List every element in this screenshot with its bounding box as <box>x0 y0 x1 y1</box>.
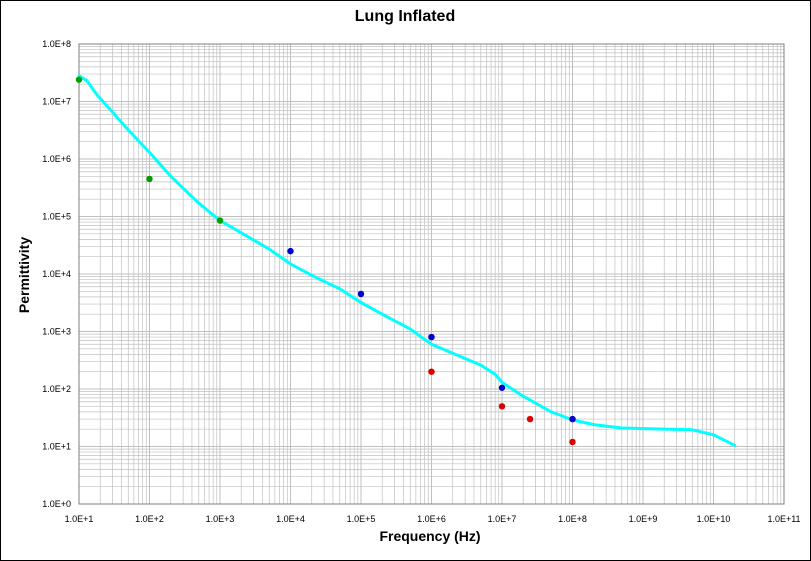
y-tick-label: 1.0E+0 <box>42 499 71 509</box>
series-line <box>77 74 737 447</box>
data-point <box>498 384 506 391</box>
y-tick-label: 1.0E+7 <box>42 97 71 107</box>
y-tick-label: 1.0E+5 <box>42 212 71 222</box>
data-point <box>569 415 576 423</box>
x-tick-label: 1.0E+11 <box>767 514 800 524</box>
x-tick-label: 1.0E+9 <box>629 514 658 524</box>
x-tick-label: 1.0E+10 <box>697 514 731 524</box>
x-tick-label: 1.0E+4 <box>276 514 305 524</box>
data-point <box>569 438 576 446</box>
x-tick-label: 1.0E+1 <box>65 514 94 524</box>
x-tick-label: 1.0E+3 <box>206 514 235 524</box>
y-axis-label: Permittivity <box>16 237 32 313</box>
data-point <box>428 333 435 341</box>
y-tick-label: 1.0E+4 <box>42 269 71 279</box>
data-point <box>216 217 224 224</box>
y-tick-label: 1.0E+3 <box>42 327 71 337</box>
grid <box>78 44 784 505</box>
data-point <box>498 403 506 410</box>
data-point <box>428 368 435 375</box>
y-tick-label: 1.0E+1 <box>42 442 71 452</box>
data-point <box>526 415 534 423</box>
x-tick-label: 1.0E+7 <box>488 514 517 524</box>
x-tick-label: 1.0E+6 <box>417 514 446 524</box>
chart-title: Lung Inflated <box>355 8 455 25</box>
y-tick-label: 1.0E+8 <box>42 39 71 49</box>
plot-area <box>78 43 785 505</box>
y-tick-label: 1.0E+6 <box>42 154 71 164</box>
x-tick-label: 1.0E+5 <box>347 514 376 524</box>
y-tick-label: 1.0E+2 <box>42 384 71 394</box>
data-point <box>357 290 365 298</box>
tick-labels: 1.0E+1 1.0E+2 1.0E+3 1.0E+4 1.0E+5 1.0E+6 1.0E… <box>42 39 800 524</box>
x-tick-label: 1.0E+2 <box>135 514 164 524</box>
series <box>75 74 737 447</box>
x-tick-label: 1.0E+8 <box>558 514 587 524</box>
data-point <box>146 175 153 183</box>
data-point <box>75 76 83 83</box>
x-axis-label: Frequency (Hz) <box>379 528 480 544</box>
data-point <box>287 247 294 255</box>
